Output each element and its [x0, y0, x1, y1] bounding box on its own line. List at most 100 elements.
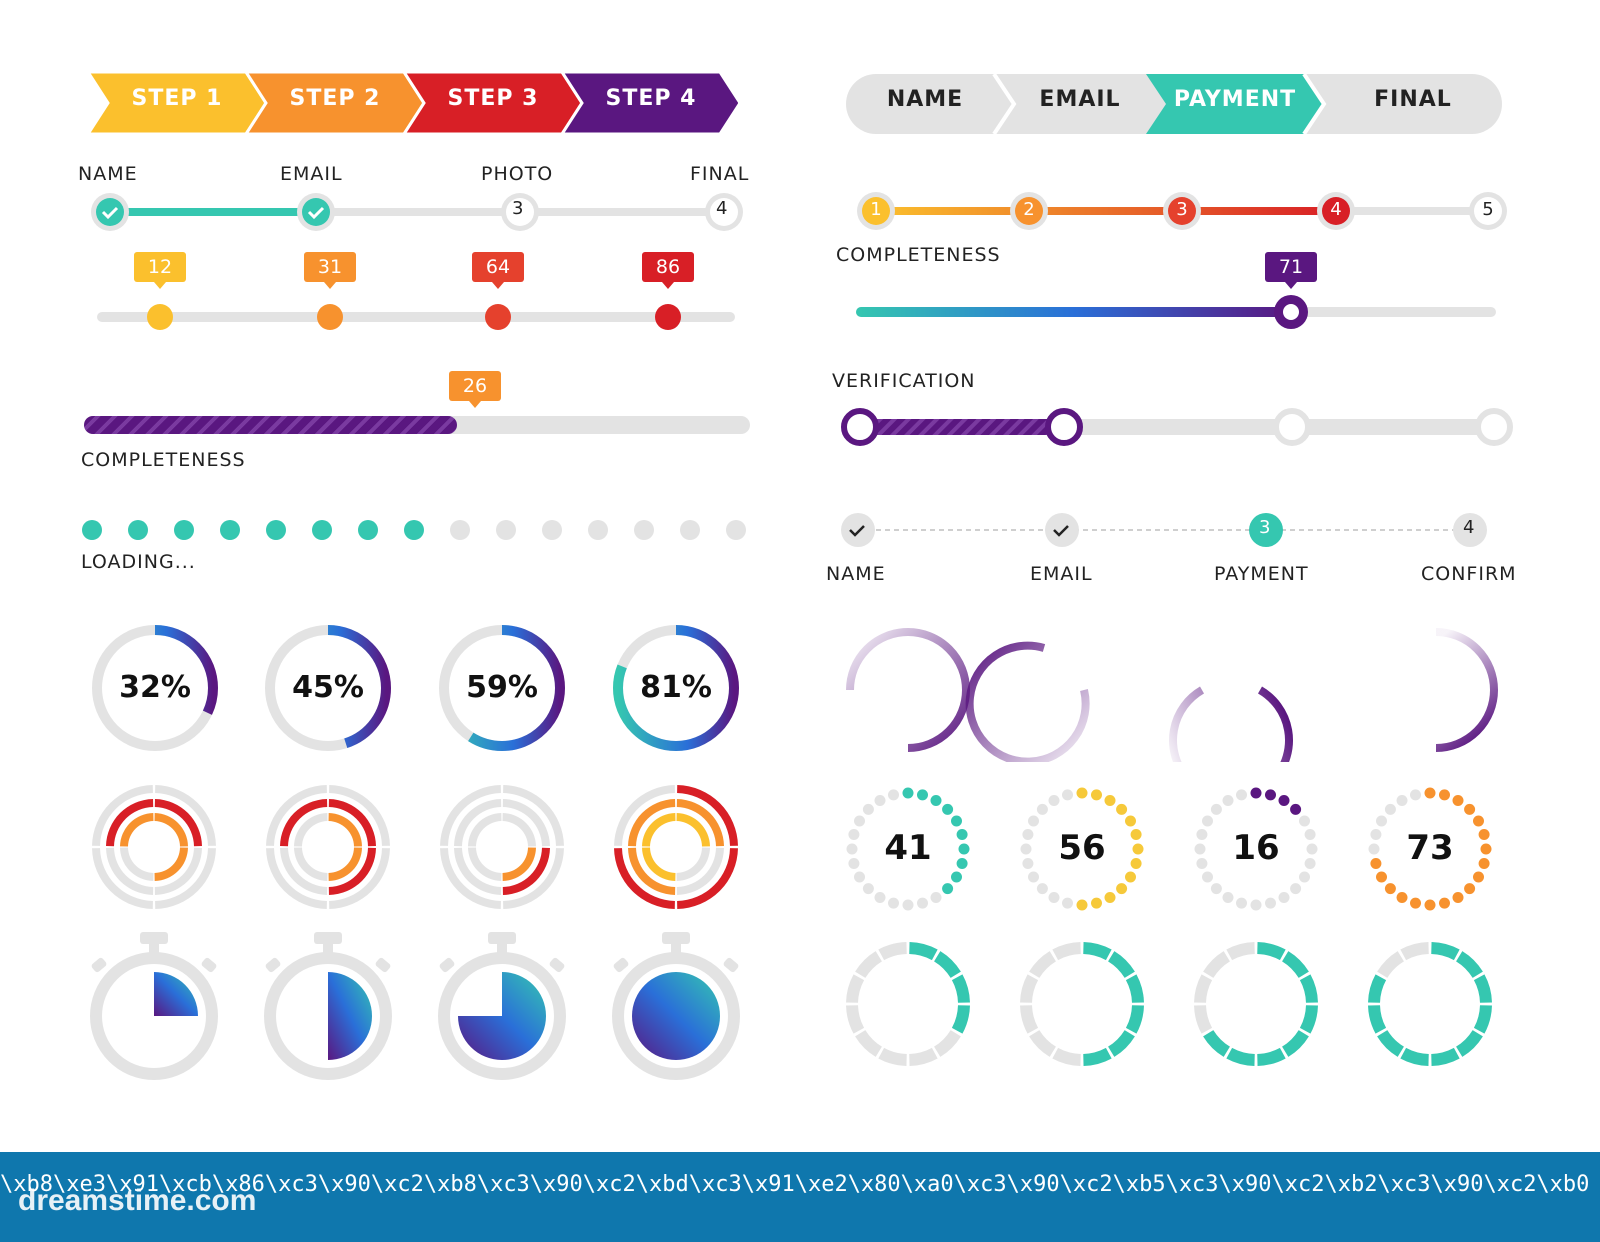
- concentric-segment: [502, 847, 536, 881]
- dot-ring-dot: [1124, 815, 1136, 827]
- numbered-step-1[interactable]: [862, 197, 890, 225]
- dot-ring-dot: [1202, 815, 1214, 827]
- numbered-step-3[interactable]: [1168, 197, 1196, 225]
- segment-ring-segment: [855, 1030, 882, 1057]
- concentric-segment: [503, 848, 564, 909]
- pill-step-label[interactable]: NAME: [886, 87, 964, 112]
- checklist-label-email: EMAIL: [1030, 563, 1093, 585]
- pill-steps: [846, 72, 1502, 136]
- loading-dot: [680, 520, 700, 540]
- concentric-segment: [677, 848, 738, 909]
- loading-label: LOADING...: [81, 551, 196, 573]
- numbered-step-label: 2: [1023, 199, 1035, 220]
- numbered-step-2[interactable]: [1015, 197, 1043, 225]
- concentric-segment: [503, 785, 564, 846]
- ring-percent-label: 59%: [466, 670, 538, 705]
- dot-ring-dot: [1410, 789, 1422, 801]
- dot-ring-dot: [902, 899, 914, 911]
- concentric-segment: [328, 799, 376, 847]
- concentric-segment: [92, 785, 153, 846]
- dot-ring-dot: [1298, 871, 1310, 883]
- completeness-slider[interactable]: [852, 290, 1512, 336]
- pin-knob[interactable]: [317, 304, 343, 330]
- check-icon: [849, 525, 865, 537]
- footer-bar: \xb8\xe3\x91\xcb\x86\xc3\x90\xc2\xb8\xc3…: [0, 1152, 1600, 1242]
- segment-ring-segment: [951, 974, 970, 1003]
- dot-ring-dot: [1076, 899, 1088, 911]
- pin-knob[interactable]: [655, 304, 681, 330]
- checklist-num-4: 4: [1463, 517, 1476, 538]
- stopwatch-fill: [458, 972, 546, 1060]
- step-arrow-4[interactable]: [559, 72, 738, 136]
- stopwatch-button: [488, 932, 516, 944]
- pill-step-label[interactable]: FINAL: [1374, 87, 1452, 112]
- checklist-label-confirm: CONFIRM: [1421, 563, 1517, 585]
- dot-ring-dot: [1368, 843, 1380, 855]
- segment-ring-segment: [1052, 942, 1081, 961]
- dot-ring-label: 41: [884, 828, 932, 868]
- step-label-name: NAME: [78, 163, 138, 185]
- segment-ring-segment: [1052, 1047, 1081, 1066]
- concentric-segment: [154, 813, 188, 847]
- numbered-step-5[interactable]: [1474, 197, 1502, 225]
- dot-ring-dot: [1464, 883, 1476, 895]
- dot-ring-dot: [1376, 871, 1388, 883]
- dot-ring-dot: [1464, 803, 1476, 815]
- loading-dot: [266, 520, 286, 540]
- pill-step-label[interactable]: PAYMENT: [1173, 87, 1297, 112]
- dot-ring-dot: [1410, 897, 1422, 909]
- concentric-segment: [676, 847, 724, 895]
- dot-ring-dot: [1472, 871, 1484, 883]
- segment-ring-segment: [1083, 1047, 1112, 1066]
- dot-ring-dot: [956, 829, 968, 841]
- dot-ring-dot: [1384, 803, 1396, 815]
- segment-ring-segment: [1203, 1030, 1230, 1057]
- pill-step-active[interactable]: [1146, 74, 1324, 134]
- check-icon: [101, 206, 119, 220]
- concentric-segment: [676, 813, 710, 847]
- segment-ring-segment: [1400, 1047, 1429, 1066]
- segment-ring-segment: [1377, 951, 1404, 978]
- dot-ring-dot: [1222, 795, 1234, 807]
- completeness-label: COMPLETENESS: [81, 449, 246, 471]
- loading-dot: [634, 520, 654, 540]
- segment-ring-segment: [1029, 951, 1056, 978]
- dot-ring-label: 16: [1232, 828, 1280, 868]
- concentric-segment: [502, 847, 550, 895]
- checklist-num-3: 3: [1259, 517, 1272, 538]
- dot-ring-dot: [1396, 795, 1408, 807]
- checklist-node-1: [841, 513, 875, 547]
- loading-dot: [726, 520, 746, 540]
- ring-progress: [613, 625, 739, 751]
- dot-ring-dot: [1048, 795, 1060, 807]
- dot-ring-dot: [1304, 857, 1316, 869]
- pin-knob[interactable]: [485, 304, 511, 330]
- pin-knob[interactable]: [147, 304, 173, 330]
- segment-ring-segment: [1020, 1005, 1039, 1034]
- segment-ring-segment: [1473, 1005, 1492, 1034]
- dot-ring-dot: [902, 787, 914, 799]
- segment-ring-segment: [1257, 1047, 1286, 1066]
- dot-ring-dot: [848, 829, 860, 841]
- dot-ring-dot: [1062, 897, 1074, 909]
- segment-ring-segment: [1020, 974, 1039, 1003]
- footer-brand: dreamstime.com: [18, 1184, 257, 1217]
- verification-node: [1045, 408, 1083, 446]
- dot-ring-dot: [1130, 829, 1142, 841]
- concentric-segment: [106, 847, 154, 895]
- concentric-segment: [154, 799, 202, 847]
- pill-step-label[interactable]: EMAIL: [1039, 87, 1121, 112]
- dot-ring-dot: [874, 891, 886, 903]
- segment-ring-segment: [1083, 942, 1112, 961]
- numbered-step-4[interactable]: [1322, 197, 1350, 225]
- ring-percent-label: 45%: [292, 670, 364, 705]
- slider-knob[interactable]: [1274, 295, 1308, 329]
- dot-ring-dot: [1278, 891, 1290, 903]
- dot-ring-dot: [930, 891, 942, 903]
- dot-ring-dot: [1236, 897, 1248, 909]
- stopwatch-fill: [154, 972, 198, 1016]
- segment-ring-segment: [878, 942, 907, 961]
- loading-dot: [450, 520, 470, 540]
- dot-ring-dot: [1452, 891, 1464, 903]
- stopwatches: [90, 932, 740, 1080]
